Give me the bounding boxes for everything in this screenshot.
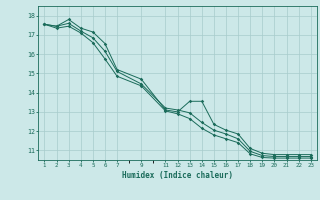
X-axis label: Humidex (Indice chaleur): Humidex (Indice chaleur)	[122, 171, 233, 180]
